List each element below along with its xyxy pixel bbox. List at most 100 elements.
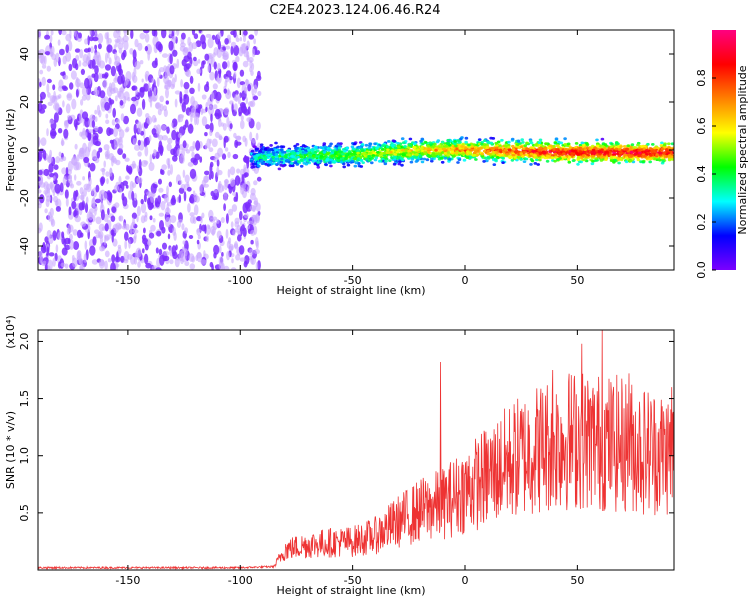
signal-cell: [426, 150, 431, 154]
noise-cell: [220, 108, 224, 114]
noise-cell: [82, 176, 85, 181]
signal-cell: [276, 145, 280, 149]
signal-cell: [271, 155, 275, 159]
signal-cell: [576, 153, 580, 156]
noise-cell: [67, 40, 73, 52]
noise-cell: [178, 187, 185, 194]
signal-cell: [328, 144, 332, 148]
noise-cell: [151, 30, 156, 37]
noise-cell: [64, 189, 69, 199]
signal-cell: [494, 146, 499, 150]
signal-cell: [319, 159, 323, 163]
signal-cell: [438, 147, 443, 151]
noise-cell: [155, 247, 159, 254]
noise-cell: [129, 225, 133, 236]
signal-cell: [521, 155, 525, 158]
noise-cell: [40, 244, 47, 254]
noise-cell: [210, 113, 213, 123]
noise-cell: [79, 113, 82, 125]
signal-cell: [519, 145, 524, 149]
signal-cell: [563, 156, 567, 159]
signal-cell: [626, 153, 631, 157]
signal-cell: [547, 155, 551, 159]
noise-cell: [159, 254, 165, 266]
noise-cell: [91, 197, 96, 209]
signal-cell: [625, 147, 629, 151]
noise-cell: [82, 53, 89, 63]
signal-cell: [376, 150, 380, 154]
noise-cell: [115, 95, 118, 102]
signal-cell: [588, 147, 593, 151]
signal-cell: [406, 153, 410, 157]
signal-cell: [339, 160, 344, 164]
noise-cell: [132, 75, 138, 84]
noise-cell: [38, 30, 42, 39]
colorbar-label: Normalized spectral amplitude: [736, 65, 749, 234]
noise-cell: [158, 248, 163, 256]
noise-cell: [249, 204, 257, 212]
noise-cell: [136, 107, 143, 118]
snr-series: [38, 330, 674, 570]
noise-cell: [160, 200, 166, 211]
signal-cell: [386, 148, 390, 152]
signal-cell: [274, 153, 279, 156]
noise-cell: [93, 72, 99, 83]
signal-cell: [274, 141, 278, 145]
noise-cell: [116, 35, 122, 44]
noise-cell: [134, 233, 137, 240]
signal-cell: [304, 162, 309, 166]
noise-cell: [90, 136, 94, 147]
signal-cell: [427, 147, 432, 151]
noise-cell: [170, 164, 173, 175]
signal-cell: [425, 158, 430, 162]
colorbar-tick-label: 0.0: [695, 261, 708, 279]
noise-cell: [255, 262, 259, 270]
noise-cell: [43, 168, 50, 177]
signal-cell: [460, 148, 464, 152]
x-tick-label: -50: [344, 574, 362, 587]
noise-cell: [122, 35, 129, 43]
noise-cell: [218, 118, 222, 128]
signal-cell: [392, 162, 397, 166]
noise-cell: [117, 147, 123, 156]
noise-cell: [50, 215, 54, 226]
signal-cell: [457, 151, 462, 155]
signal-cell: [397, 162, 402, 166]
signal-cell: [473, 148, 477, 152]
signal-cell: [341, 152, 345, 156]
signal-cell: [614, 141, 619, 145]
signal-cell: [482, 143, 487, 146]
noise-cell: [84, 240, 88, 250]
noise-cell: [103, 214, 109, 222]
noise-cell: [247, 199, 252, 205]
signal-cell: [281, 164, 286, 168]
noise-cell: [84, 38, 89, 45]
noise-cell: [223, 107, 230, 116]
noise-cell: [167, 233, 171, 240]
signal-cell: [581, 154, 586, 158]
noise-cell: [143, 30, 150, 34]
noise-cell: [94, 116, 98, 123]
noise-cell: [218, 69, 222, 79]
noise-cell: [68, 174, 72, 180]
noise-cell: [44, 208, 48, 214]
signal-cell: [505, 153, 509, 156]
noise-cell: [144, 33, 150, 43]
signal-cell: [470, 145, 474, 148]
noise-cell: [127, 97, 131, 102]
noise-cell: [132, 49, 137, 60]
signal-cell: [562, 152, 566, 156]
noise-cell: [229, 166, 236, 176]
noise-cell: [146, 191, 152, 196]
noise-cell: [155, 127, 159, 135]
signal-cell: [423, 152, 428, 155]
signal-cell: [629, 159, 633, 163]
noise-cell: [198, 104, 203, 109]
noise-cell: [110, 65, 116, 77]
noise-cell: [60, 262, 66, 268]
noise-cell: [91, 59, 96, 69]
noise-cell: [182, 47, 189, 56]
signal-cell: [334, 152, 338, 156]
noise-cell: [133, 192, 138, 201]
noise-cell: [92, 129, 96, 135]
